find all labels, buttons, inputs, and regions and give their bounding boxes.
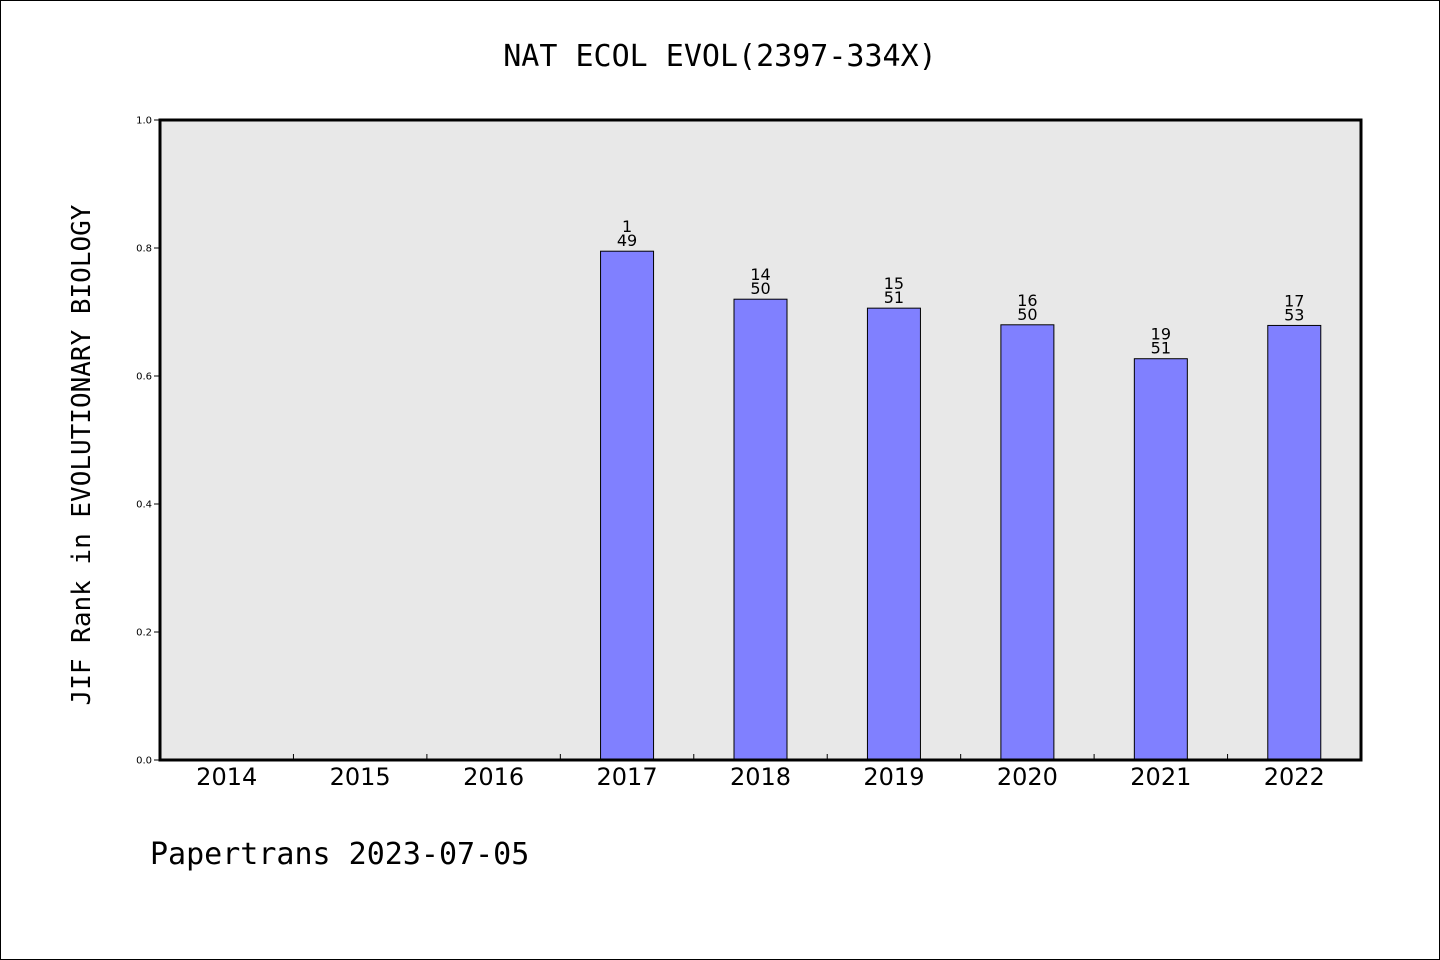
chart-title: NAT ECOL EVOL(2397-334X) bbox=[503, 39, 936, 74]
bar-2020 bbox=[1000, 324, 1055, 761]
x-tick-label: 2016 bbox=[463, 763, 524, 791]
bar-2018 bbox=[733, 298, 788, 761]
bar-label-rank: 19 bbox=[1151, 325, 1171, 344]
bar-label-total: 50 bbox=[1017, 305, 1037, 324]
bar-label-rank: 16 bbox=[1017, 291, 1037, 310]
y-tick-label: 0.0 bbox=[136, 756, 152, 767]
bar-label-rank: 14 bbox=[750, 265, 770, 284]
x-tick-label: 2018 bbox=[730, 763, 791, 791]
x-tick-label: 2017 bbox=[597, 763, 658, 791]
x-tick-label: 2020 bbox=[997, 763, 1058, 791]
y-tick-label: 0.8 bbox=[136, 244, 152, 255]
bar-2022 bbox=[1267, 324, 1322, 761]
y-tick-label: 0.4 bbox=[136, 500, 152, 511]
x-tick-label: 2022 bbox=[1264, 763, 1325, 791]
footer-text: Papertrans 2023-07-05 bbox=[150, 837, 529, 872]
ticks-layer: 0.0 0.2 0.4 0.6 0.8 1.0 2014 2015 2016 2017 2018 20… bbox=[136, 116, 1325, 792]
bar-label-total: 51 bbox=[884, 288, 904, 307]
plot-border bbox=[158, 118, 1363, 762]
x-tick-label: 2015 bbox=[330, 763, 391, 791]
bar-2017 bbox=[600, 250, 655, 761]
y-tick-label: 0.2 bbox=[136, 628, 152, 639]
bar-label-total: 50 bbox=[750, 279, 770, 298]
x-tick-label: 2021 bbox=[1130, 763, 1191, 791]
bar-label-rank: 15 bbox=[884, 274, 904, 293]
bar-label-total: 53 bbox=[1284, 305, 1304, 324]
y-axis-label: JIF Rank in EVOLUTIONARY BIOLOGY bbox=[67, 204, 97, 705]
bar-label-total: 49 bbox=[617, 231, 637, 250]
y-tick-label: 0.6 bbox=[136, 372, 152, 383]
bar-label-rank: 17 bbox=[1284, 291, 1304, 310]
x-tick-label: 2014 bbox=[196, 763, 257, 791]
bar-2021 bbox=[1133, 358, 1188, 761]
x-tick-label: 2019 bbox=[863, 763, 924, 791]
bar-2019 bbox=[866, 307, 921, 761]
bar-label-total: 51 bbox=[1151, 339, 1171, 358]
y-tick-label: 1.0 bbox=[136, 116, 152, 127]
bar-label-rank: 1 bbox=[622, 217, 632, 236]
